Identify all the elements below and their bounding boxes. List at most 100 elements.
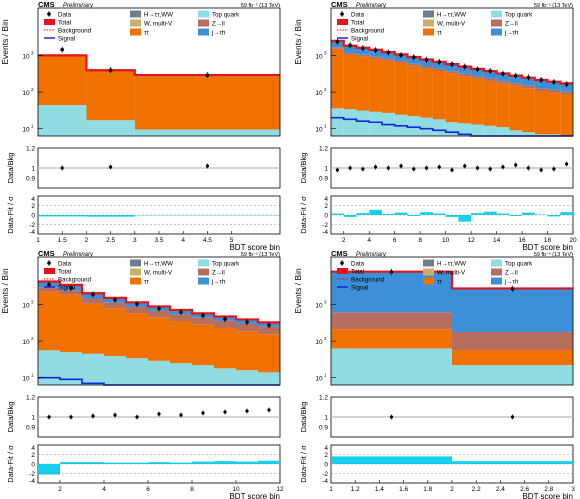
legend-label-top: Top quark: [212, 261, 240, 268]
data-point-bin-4: [113, 297, 117, 302]
bar-tt-bin-10: [445, 73, 459, 123]
pull-bar-bin-6: [394, 212, 408, 215]
bar-tt-bin-14: [496, 83, 510, 128]
xtick-label-1.6: 1.6: [399, 486, 408, 493]
bar-zll-bin-8: [420, 66, 433, 69]
xtick-label-8: 8: [418, 237, 422, 244]
legend-swatch-tt: [423, 277, 434, 285]
lumi-label: 59 fb⁻¹ (13 TeV): [534, 252, 573, 258]
data-point-bin-19: [564, 82, 569, 86]
pull-bar-bin-13: [483, 211, 497, 215]
bar-zll-bin-2: [60, 290, 82, 295]
legend-swatch-tt: [423, 28, 434, 36]
ratio-ytick-1.2: 1.2: [319, 146, 328, 153]
legend-swatch-hww: [130, 259, 141, 267]
xtick-label-16: 16: [518, 237, 526, 244]
pull-ytick--4: -4: [29, 478, 35, 485]
legend-label-signal: Signal: [351, 36, 368, 43]
xlabel: BDT score bin: [229, 243, 280, 252]
data-point-bin-11: [462, 64, 467, 69]
ratio-point-bin-2: [69, 415, 73, 419]
bar-zll-bin-9: [432, 68, 446, 71]
bar-jfake-bin-17: [534, 80, 548, 89]
legend-label-signal: Signal: [58, 285, 75, 292]
pull-bar-bin-16: [522, 212, 535, 215]
bar-top-bin-7: [407, 116, 421, 136]
ylabel-main: Events / Bin: [0, 19, 10, 65]
bar-jfake-bin-19: [560, 83, 573, 92]
legend-swatch-top: [198, 259, 209, 267]
xtick-label-6: 6: [146, 486, 150, 493]
pull-bar-bin-5: [381, 214, 395, 215]
xtick-label-8: 8: [190, 486, 194, 493]
bar-top-bin-4: [104, 356, 126, 385]
xtick-label-1.2: 1.2: [351, 486, 360, 493]
data-point-bin-2: [510, 286, 515, 291]
bar-zll-bin-11: [458, 73, 472, 77]
legend-label-top: Top quark: [505, 261, 533, 268]
data-point-bin-3: [91, 292, 95, 297]
pull-bar-bin-2: [452, 461, 573, 464]
bar-tt-bin-12: [471, 78, 484, 125]
ytick-label-10e3: 10: [22, 303, 30, 310]
data-point-bin-10: [245, 320, 249, 324]
bar-tt-bin-2: [343, 55, 357, 110]
bar-top-bin-9: [214, 368, 236, 385]
ratio-point-bin-16: [526, 166, 531, 170]
legend-label-data: Data: [58, 261, 72, 268]
legend-label-background: Background: [351, 277, 385, 284]
legend-swatch-top: [491, 10, 502, 18]
legend-swatch-top: [491, 259, 502, 267]
bar-zll-bin-11: [258, 326, 280, 335]
bar-zll-bin-3: [82, 298, 104, 304]
bar-tt-bin-8: [192, 324, 214, 366]
data-point-bin-2: [108, 68, 113, 72]
bar-top-bin-9: [432, 119, 446, 136]
ratio-point-bin-14: [501, 165, 505, 169]
ytick-label-10e3: 10: [315, 54, 323, 61]
xtick-label-1: 1: [36, 237, 40, 244]
bar-zll-bin-7: [407, 63, 421, 66]
cms-label: CMS: [38, 0, 55, 9]
bar-top-bin-18: [547, 134, 561, 136]
data-point-bin-1: [47, 282, 51, 287]
pull-ytick-4: 4: [31, 445, 35, 452]
ratio-point-bin-1: [47, 415, 51, 419]
ratio-point-bin-19: [565, 162, 569, 166]
bar-tt-bin-6: [148, 317, 170, 361]
pull-ytick-0: 0: [31, 213, 35, 220]
bar-jfake-bin-11: [458, 67, 472, 74]
preliminary-label: Preliminary: [356, 3, 387, 9]
bar-jfake-bin-7: [407, 57, 421, 64]
ratio-panel: 1.2 1 0.9 Data/Bkg: [6, 146, 281, 189]
bar-jfake-bin-12: [471, 69, 484, 77]
bar-jfake-bin-14: [496, 73, 510, 82]
bar-top-bin-8: [192, 365, 214, 385]
bar-top-bin-4: [369, 111, 382, 136]
ytick-label-exp-3: 3: [324, 51, 327, 56]
legend-swatch-top: [198, 10, 209, 18]
pull-bar-bin-14: [496, 213, 510, 215]
bar-top-bin-2: [452, 365, 573, 385]
bar-jfake-bin-16: [522, 78, 535, 86]
ratio-ytick-1: 1: [324, 166, 328, 173]
pull-bar-bin-1: [38, 215, 87, 217]
ratio-point-bin-10: [450, 168, 454, 172]
legend-label-total: Total: [58, 20, 71, 27]
legend-label-zll: Z→ll: [505, 21, 518, 28]
data-point-bin-3: [361, 46, 365, 50]
pull-ytick-2: 2: [31, 203, 35, 210]
ratio-point-bin-2: [348, 166, 352, 170]
ratio-ytick-1: 1: [31, 415, 35, 422]
data-point-bin-13: [488, 69, 493, 73]
bar-tt-bin-11: [458, 76, 472, 124]
xtick-label-2: 2: [450, 486, 454, 493]
legend-swatch-hww: [423, 259, 434, 267]
ytick-label-exp-2: 2: [324, 336, 327, 341]
legend-label-tt: ττ: [144, 279, 149, 286]
bar-jfake-bin-5: [381, 52, 395, 59]
bar-jfake-bin-15: [509, 76, 523, 84]
ytick-label-exp-3: 3: [31, 300, 34, 305]
